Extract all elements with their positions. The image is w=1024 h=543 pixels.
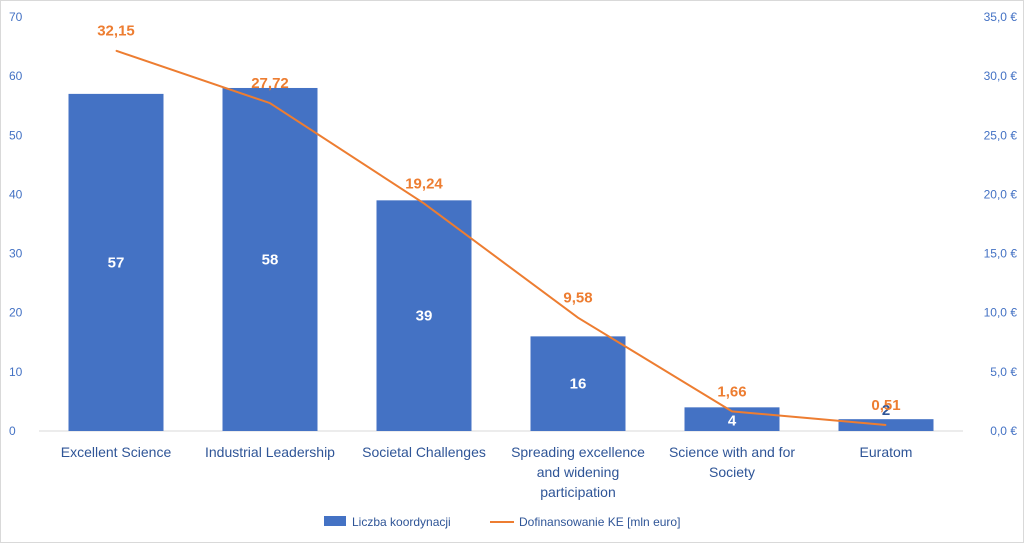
y-left-tick-label: 0 bbox=[9, 424, 16, 438]
line-point bbox=[269, 102, 271, 104]
y-right-tick-label: 5,0 € bbox=[990, 365, 1017, 379]
bar-data-label: 16 bbox=[570, 376, 587, 393]
category-label: Industrial Leadership bbox=[205, 444, 335, 460]
category-label: Societal Challenges bbox=[362, 444, 486, 460]
category-label: Spreading excellence and widening particip… bbox=[511, 444, 645, 500]
y-left-tick-label: 30 bbox=[9, 247, 23, 261]
category-label-line: Excellent Science bbox=[61, 444, 172, 460]
line-data-label: 1,66 bbox=[717, 383, 746, 400]
line-point bbox=[577, 317, 579, 319]
line-point bbox=[115, 50, 117, 52]
line-data-label: 32,15 bbox=[97, 23, 135, 40]
bar-data-label: 4 bbox=[728, 412, 737, 429]
y-left-tick-label: 10 bbox=[9, 365, 23, 379]
category-label-line: Society bbox=[709, 464, 755, 480]
y-right-tick-label: 15,0 € bbox=[984, 247, 1018, 261]
y-left-tick-label: 40 bbox=[9, 187, 23, 201]
bar-data-label: 39 bbox=[416, 308, 433, 325]
category-label-line: and widening bbox=[537, 464, 620, 480]
category-label-line: Spreading excellence bbox=[511, 444, 645, 460]
line-data-label: 0,51 bbox=[871, 397, 900, 414]
bar bbox=[530, 336, 626, 431]
category-label-line: participation bbox=[540, 484, 616, 500]
y-left-tick-label: 70 bbox=[9, 10, 23, 24]
y-right-tick-label: 0,0 € bbox=[990, 424, 1017, 438]
category-label-line: Euratom bbox=[860, 444, 913, 460]
bar-data-label: 2 bbox=[882, 402, 890, 419]
y-right-tick-label: 25,0 € bbox=[984, 128, 1018, 142]
legend-bar-label: Liczba koordynacji bbox=[352, 515, 451, 529]
bar bbox=[376, 200, 472, 431]
y-left-tick-label: 50 bbox=[9, 128, 23, 142]
line-point bbox=[885, 424, 887, 426]
line-series bbox=[115, 49, 887, 426]
line-data-label: 27,72 bbox=[251, 75, 289, 92]
bar-data-label: 57 bbox=[108, 254, 125, 271]
y-right-tick-label: 10,0 € bbox=[984, 306, 1018, 320]
legend-line-label: Dofinansowanie KE [mln euro] bbox=[519, 515, 680, 529]
category-label-line: Societal Challenges bbox=[362, 444, 486, 460]
bar bbox=[68, 93, 164, 431]
category-label: Euratom bbox=[860, 444, 913, 460]
y-right-tick-label: 30,0 € bbox=[984, 69, 1018, 83]
category-label-line: Science with and for bbox=[669, 444, 795, 460]
line-point bbox=[731, 410, 733, 412]
y-left-tick-label: 20 bbox=[9, 306, 23, 320]
line-data-label: 19,24 bbox=[405, 175, 443, 192]
y-right-tick-label: 35,0 € bbox=[984, 10, 1018, 24]
category-label-line: Industrial Leadership bbox=[205, 444, 335, 460]
legend-bar-swatch bbox=[324, 516, 346, 526]
category-label: Excellent Science bbox=[61, 444, 172, 460]
bar-data-label: 58 bbox=[262, 251, 279, 268]
category-label: Science with and for Society bbox=[669, 444, 795, 480]
line-data-label: 9,58 bbox=[563, 290, 592, 307]
bar bbox=[222, 87, 318, 431]
y-left-tick-label: 60 bbox=[9, 69, 23, 83]
line-point bbox=[423, 202, 425, 204]
y-right-tick-label: 20,0 € bbox=[984, 187, 1018, 201]
